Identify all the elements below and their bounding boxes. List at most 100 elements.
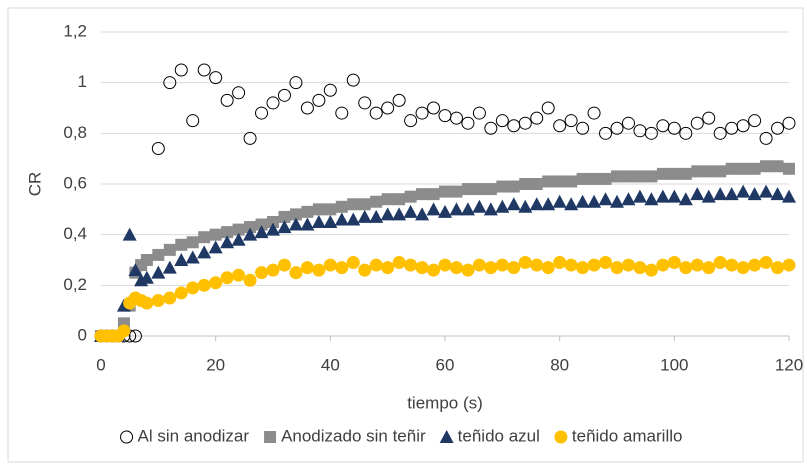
- data-point: [346, 256, 360, 270]
- data-point: [357, 209, 372, 223]
- data-point: [300, 217, 315, 231]
- data-point: [587, 106, 601, 120]
- data-point: [495, 258, 509, 272]
- x-tick-label: 40: [321, 355, 340, 374]
- data-point: [122, 227, 137, 241]
- data-point: [335, 200, 348, 213]
- data-point: [243, 227, 258, 241]
- data-point: [117, 324, 131, 338]
- data-point: [724, 187, 739, 201]
- data-point: [713, 126, 727, 140]
- data-point: [587, 194, 602, 208]
- data-point: [759, 131, 773, 145]
- legend-label: teñido azul: [458, 426, 540, 445]
- data-point: [266, 222, 280, 236]
- data-point: [221, 226, 234, 239]
- data-point: [553, 119, 567, 133]
- data-point: [175, 238, 188, 251]
- data-point: [220, 271, 234, 285]
- data-point: [162, 260, 177, 274]
- data-point: [782, 258, 796, 272]
- data-point: [748, 162, 761, 175]
- data-point: [278, 210, 291, 223]
- data-point: [186, 281, 200, 295]
- legend-label: Al sin anodizar: [138, 426, 250, 445]
- data-point: [725, 162, 738, 175]
- data-point: [632, 189, 647, 203]
- y-tick-label: 0,8: [63, 123, 87, 142]
- data-point: [576, 172, 589, 185]
- data-point: [771, 261, 785, 275]
- data-point: [369, 209, 384, 223]
- data-point: [439, 185, 451, 198]
- data-point: [438, 258, 452, 272]
- data-point: [381, 193, 394, 206]
- data-point: [759, 256, 773, 270]
- data-point: [564, 197, 579, 211]
- data-point: [163, 291, 177, 305]
- data-point: [197, 63, 211, 77]
- data-point: [702, 261, 716, 275]
- x-tick-label: 60: [436, 355, 455, 374]
- data-point: [461, 263, 475, 277]
- data-point: [529, 197, 544, 211]
- data-point: [152, 248, 165, 261]
- data-point: [565, 175, 578, 188]
- data-point: [243, 273, 257, 287]
- data-point: [748, 258, 762, 272]
- data-point: [713, 187, 728, 201]
- data-point: [369, 106, 383, 120]
- data-point: [633, 261, 647, 275]
- data-point: [185, 250, 200, 264]
- data-point: [209, 276, 223, 290]
- data-point: [541, 197, 556, 211]
- data-point: [208, 240, 223, 254]
- data-point: [599, 256, 613, 270]
- data-point: [725, 258, 739, 272]
- data-point: [346, 73, 360, 87]
- data-point: [266, 263, 280, 277]
- data-point: [759, 184, 774, 198]
- data-point: [737, 162, 750, 175]
- data-point: [678, 192, 693, 206]
- data-point: [507, 261, 521, 275]
- data-point: [163, 243, 176, 256]
- data-point: [713, 256, 727, 270]
- legend-label: teñido amarillo: [572, 426, 683, 445]
- data-point: [277, 258, 291, 272]
- x-tick-label: 80: [550, 355, 569, 374]
- y-tick-label: 0,4: [63, 224, 87, 243]
- data-point: [404, 258, 418, 272]
- data-point: [484, 121, 498, 135]
- data-point: [243, 131, 257, 145]
- data-point: [174, 286, 188, 300]
- data-point: [783, 162, 795, 175]
- data-point: [736, 261, 750, 275]
- data-point: [232, 268, 246, 282]
- data-point: [748, 114, 762, 128]
- data-point: [461, 116, 475, 130]
- y-tick-label: 0: [78, 325, 87, 344]
- data-point: [128, 329, 142, 343]
- legend-marker: [120, 430, 134, 444]
- data-point: [553, 175, 566, 188]
- data-point: [267, 216, 279, 228]
- data-point: [690, 116, 704, 130]
- data-point: [760, 160, 773, 173]
- data-point: [427, 188, 440, 201]
- data-point: [392, 256, 406, 270]
- data-point: [587, 258, 601, 272]
- data-point: [460, 202, 475, 216]
- x-tick-label: 100: [660, 355, 688, 374]
- data-point: [668, 167, 681, 180]
- data-point: [312, 93, 326, 107]
- data-point: [484, 261, 498, 275]
- legend-item: Anodizado sin teñir: [264, 426, 426, 445]
- data-point: [736, 119, 750, 133]
- data-point: [449, 111, 463, 125]
- data-point: [255, 266, 269, 280]
- data-point: [358, 96, 372, 110]
- data-point: [473, 183, 486, 196]
- data-point: [702, 111, 716, 125]
- data-point: [622, 170, 635, 183]
